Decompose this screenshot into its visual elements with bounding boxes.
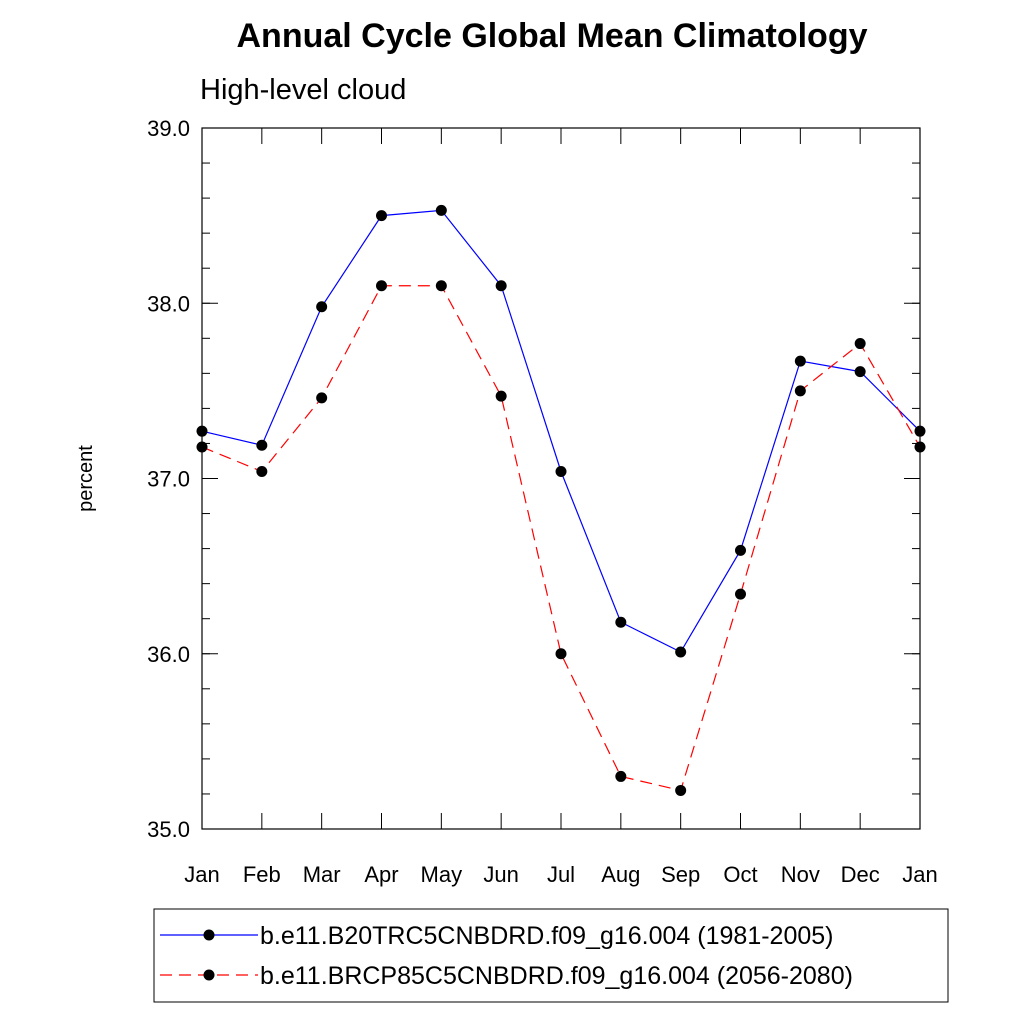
data-point: [615, 616, 627, 628]
x-tick-label: Jan: [902, 862, 937, 887]
legend-marker: [203, 929, 215, 941]
data-point: [735, 588, 746, 600]
data-point: [495, 390, 507, 402]
data-point: [256, 439, 268, 451]
series-line: [201, 285, 921, 792]
x-tick-label: Sep: [661, 862, 700, 887]
data-point: [196, 425, 208, 437]
data-point: [854, 338, 866, 350]
legend-box: [153, 908, 949, 1003]
legend-marker: [203, 969, 215, 981]
data-point: [735, 544, 746, 556]
data-point: [196, 441, 208, 453]
data-point: [794, 355, 806, 367]
data-point: [435, 204, 447, 216]
y-tick-label: 37.0: [147, 467, 190, 492]
x-tick-label: Jun: [483, 862, 518, 887]
y-tick-label: 35.0: [147, 817, 190, 842]
data-point: [256, 465, 268, 477]
data-point: [615, 770, 627, 782]
y-tick-label: 39.0: [147, 116, 190, 141]
data-point: [675, 784, 687, 796]
legend-entry-label: b.e11.B20TRC5CNBDRD.f09_g16.004 (1981-20…: [260, 922, 834, 950]
data-point: [495, 280, 507, 292]
data-point: [914, 441, 926, 453]
x-tick-label: Nov: [781, 862, 820, 887]
y-tick-label: 38.0: [147, 291, 190, 316]
x-tick-label: May: [421, 862, 463, 887]
x-tick-label: Apr: [364, 862, 398, 887]
chart-title: Annual Cycle Global Mean Climatology: [237, 17, 868, 55]
x-tick-label: Jul: [547, 862, 575, 887]
data-point: [555, 465, 567, 477]
series-line: [201, 209, 921, 653]
data-point: [794, 385, 806, 397]
data-point: [435, 280, 447, 292]
data-point: [914, 425, 926, 437]
data-point: [376, 210, 387, 222]
data-point: [316, 392, 328, 404]
data-point: [376, 280, 387, 292]
x-tick-label: Aug: [601, 862, 640, 887]
x-tick-label: Jan: [184, 862, 219, 887]
x-tick-label: Mar: [303, 862, 341, 887]
x-tick-label: Dec: [841, 862, 880, 887]
series-1: [196, 204, 926, 658]
data-point: [675, 646, 687, 658]
x-tick-label: Oct: [723, 862, 757, 887]
data-point: [316, 301, 328, 313]
y-tick-label: 36.0: [147, 642, 190, 667]
series-2: [196, 280, 926, 796]
y-axis-label: percent: [75, 445, 97, 512]
legend-entry-label: b.e11.BRCP85C5CNBDRD.f09_g16.004 (2056-2…: [260, 962, 853, 990]
chart-subtitle: High-level cloud: [200, 74, 406, 106]
plot-frame: [201, 127, 921, 830]
x-tick-label: Feb: [243, 862, 281, 887]
data-point: [854, 366, 866, 378]
data-point: [555, 648, 567, 660]
